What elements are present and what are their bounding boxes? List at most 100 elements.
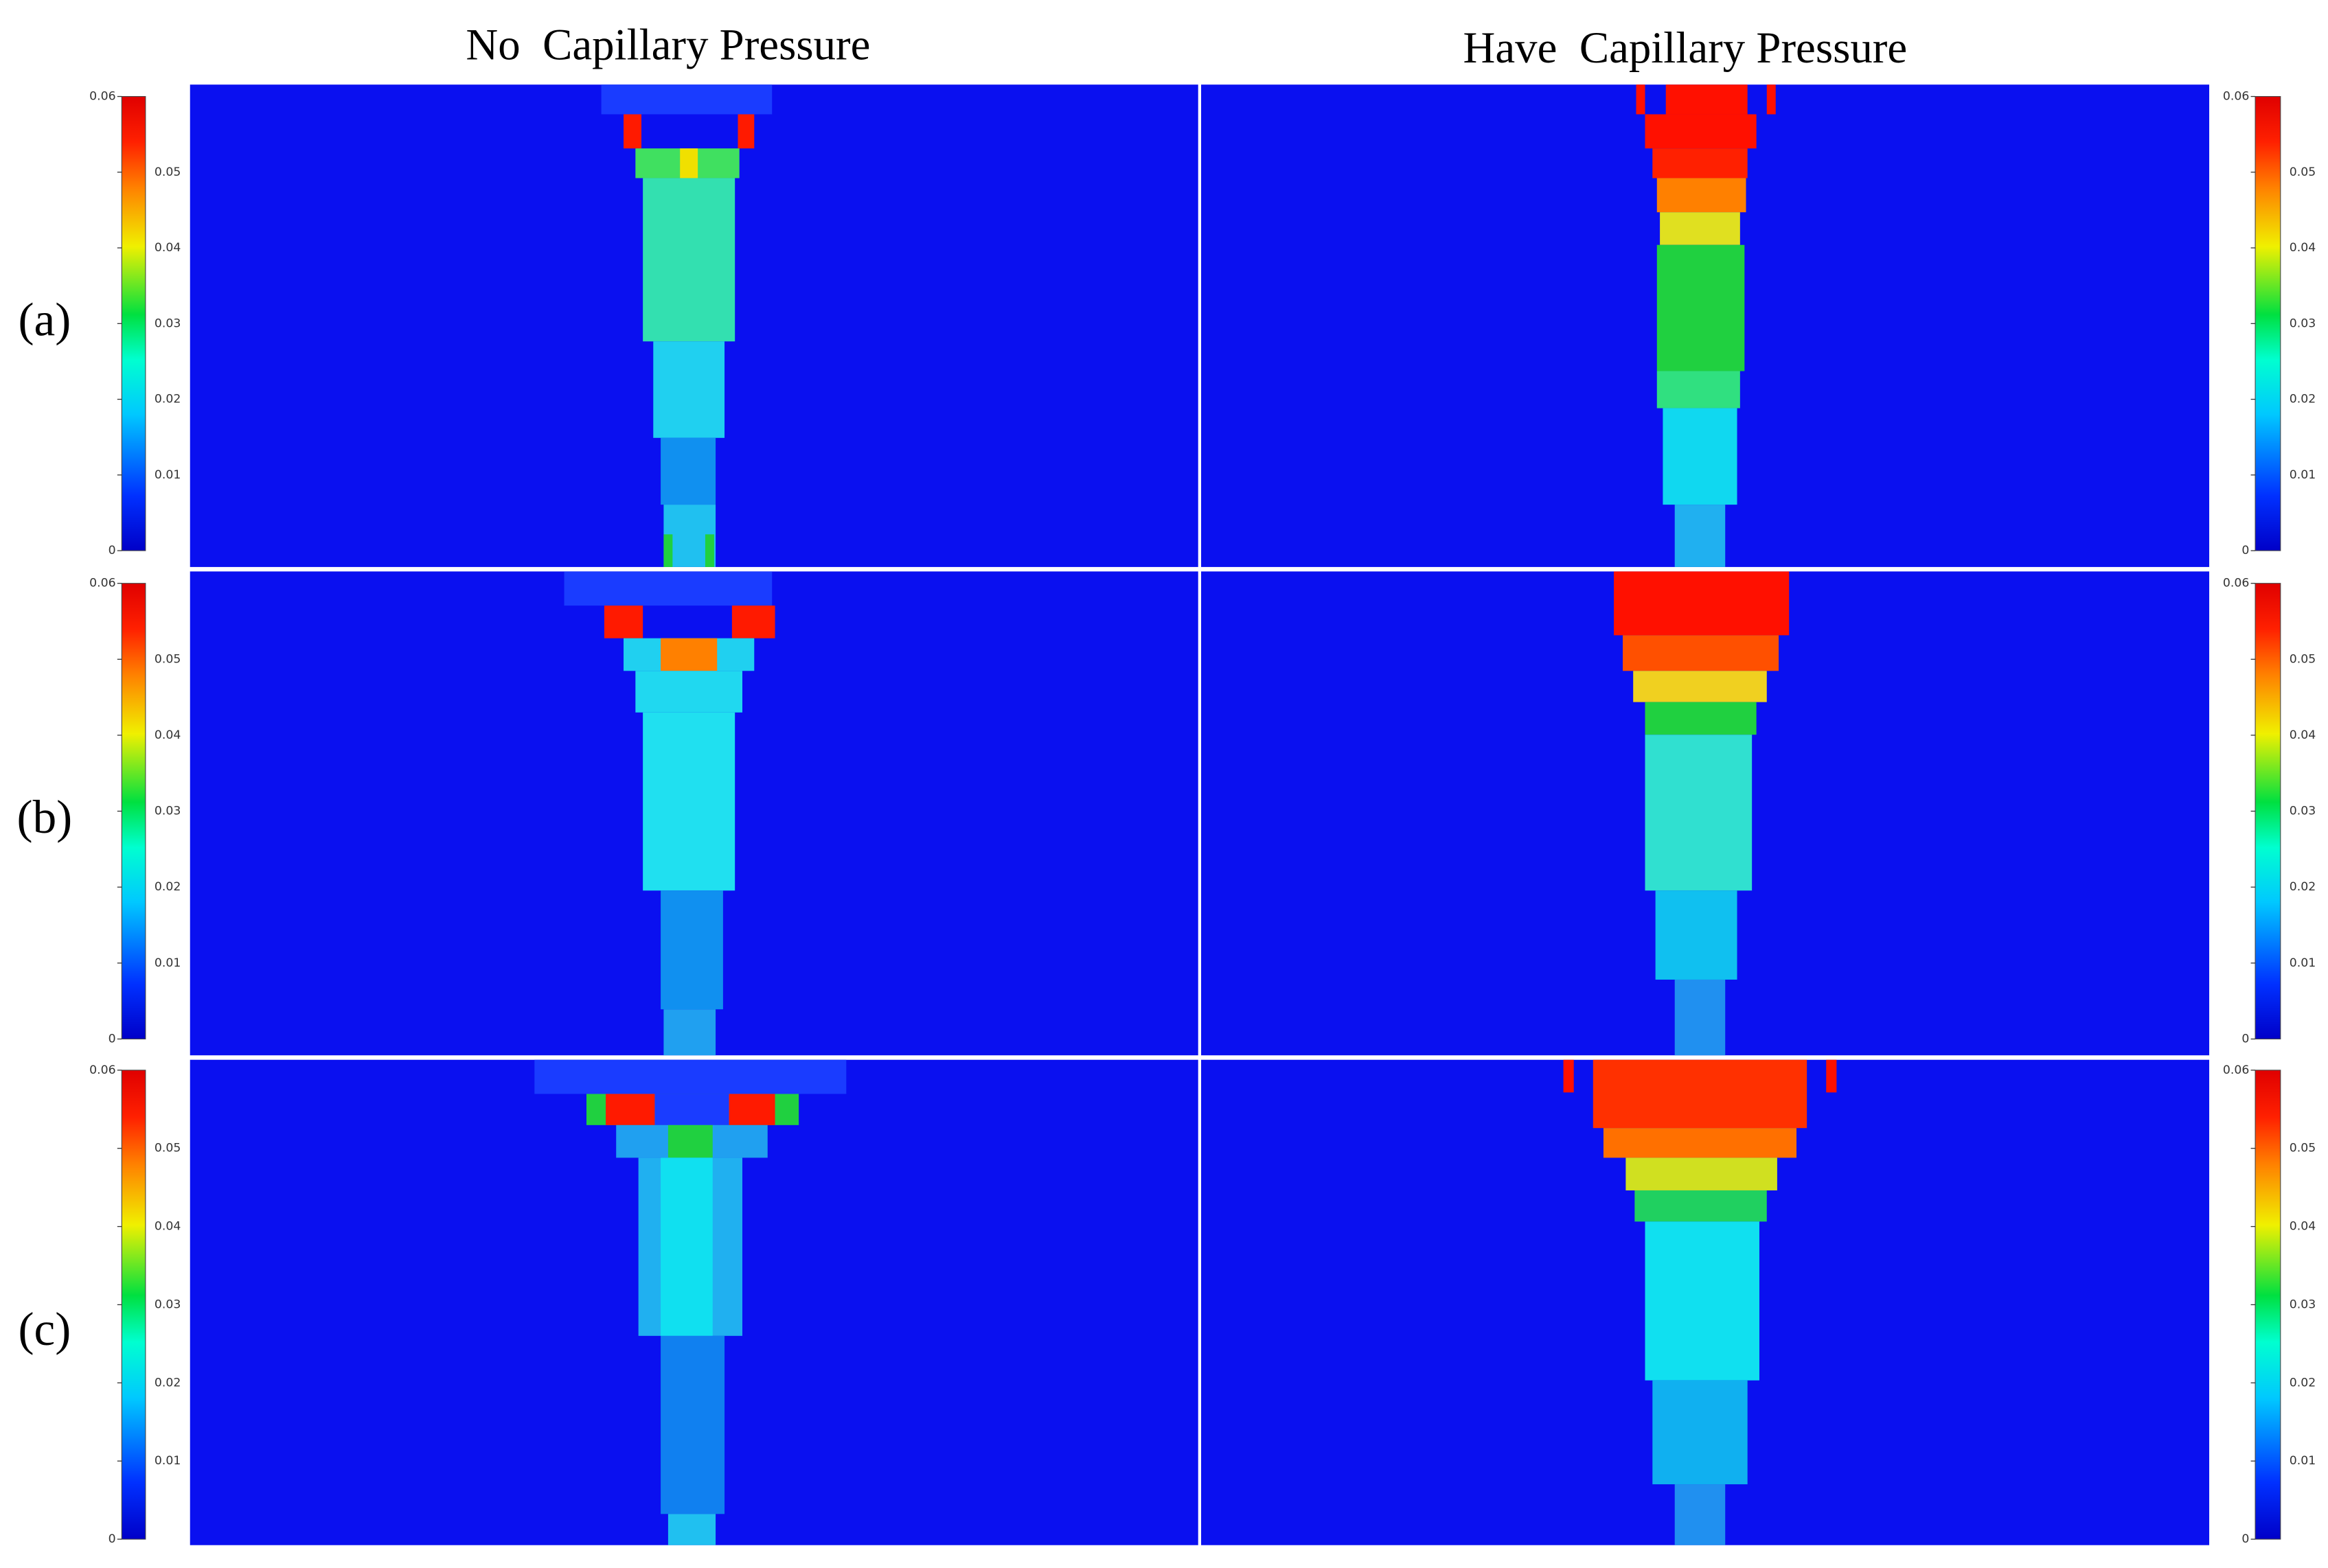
plume-cell bbox=[643, 178, 735, 342]
plume-cell bbox=[1623, 635, 1779, 671]
colorbar-tick-label: 0.05 bbox=[2290, 652, 2316, 666]
plume-cell bbox=[729, 1094, 775, 1125]
plume-cell bbox=[1660, 212, 1740, 245]
plume-cell bbox=[1655, 890, 1737, 980]
plume-cell bbox=[564, 571, 773, 606]
colorbar-tick-label: 0.01 bbox=[2290, 1454, 2316, 1468]
colorbar-tick-label: 0 bbox=[2241, 1032, 2249, 1046]
colorbar-tick-label: 0.02 bbox=[2290, 880, 2316, 894]
plume-cell bbox=[663, 1009, 716, 1056]
colorbar-tick-label: 0.03 bbox=[155, 1298, 181, 1311]
colorbar-tick-label: 0.01 bbox=[2290, 956, 2316, 970]
colorbar-tick-label: 0 bbox=[2241, 544, 2249, 557]
plume-cell bbox=[661, 1335, 725, 1514]
plume-cell bbox=[1645, 702, 1757, 735]
colorbar bbox=[2255, 1070, 2281, 1540]
colorbar-tick-label: 0.04 bbox=[2290, 728, 2316, 742]
plume-cell bbox=[643, 712, 735, 891]
colorbar-tick-label: 0.04 bbox=[2290, 241, 2316, 255]
colorbar-tick-label: 0.02 bbox=[155, 880, 181, 894]
plume-cell bbox=[1625, 1157, 1777, 1190]
colorbar-tick-label: 0.02 bbox=[155, 1376, 181, 1390]
plume-cell bbox=[1634, 1190, 1767, 1222]
column-title: No Capillary Pressure bbox=[466, 20, 870, 69]
plume-cell bbox=[1633, 671, 1767, 702]
colorbar-tick-label: 0.01 bbox=[155, 1454, 181, 1468]
plume-cell bbox=[653, 341, 725, 438]
colorbar-tick-label: 0.03 bbox=[155, 316, 181, 330]
plume-cell bbox=[1674, 505, 1726, 567]
colorbar-tick-label: 0.05 bbox=[155, 165, 181, 179]
colorbar-tick-label: 0.03 bbox=[2290, 1298, 2316, 1311]
colorbar-tick-label: 0.02 bbox=[155, 393, 181, 406]
plume-cell bbox=[1665, 84, 1748, 115]
plume-cell bbox=[1645, 735, 1753, 891]
colorbar-tick-label: 0 bbox=[109, 544, 116, 557]
plume-cell bbox=[663, 534, 673, 567]
colorbar-tick-label: 0.02 bbox=[2290, 1376, 2316, 1390]
plume-cell bbox=[667, 1514, 716, 1545]
colorbar-tick-label: 0.01 bbox=[2290, 468, 2316, 482]
colorbar bbox=[121, 583, 146, 1039]
colorbar bbox=[2255, 583, 2281, 1039]
plume-cell bbox=[1652, 1380, 1748, 1485]
colorbar-tick-label: 0.06 bbox=[89, 90, 115, 104]
plume-cell bbox=[606, 1094, 655, 1125]
colorbar-tick-label: 0.05 bbox=[155, 652, 181, 666]
colorbar bbox=[121, 1070, 146, 1540]
plume-cell bbox=[604, 606, 643, 638]
column-title: Have Capillary Pressure bbox=[1463, 23, 1908, 73]
colorbar-tick-label: 0.01 bbox=[155, 956, 181, 970]
plume-cell bbox=[1645, 1221, 1759, 1381]
colorbar-tick-label: 0 bbox=[109, 1532, 116, 1546]
colorbar-tick-label: 0 bbox=[2241, 1532, 2249, 1546]
colorbar-tick-label: 0.05 bbox=[155, 1142, 181, 1155]
colorbar-tick-label: 0.03 bbox=[2290, 805, 2316, 818]
plume-cell bbox=[661, 638, 718, 671]
colorbar bbox=[2255, 95, 2281, 551]
plume-cell bbox=[1766, 84, 1776, 115]
plume-cell bbox=[1614, 571, 1790, 636]
plume-cell bbox=[1674, 979, 1726, 1056]
plume-cell bbox=[738, 114, 755, 149]
colorbar-tick-label: 0.04 bbox=[2290, 1220, 2316, 1234]
plume-cell bbox=[654, 1094, 729, 1125]
row-label: (c) bbox=[18, 1302, 71, 1355]
plume-cell bbox=[534, 1059, 847, 1094]
colorbar-tick-label: 0.04 bbox=[155, 241, 181, 255]
plume-cell bbox=[1636, 84, 1645, 115]
plume-cell bbox=[1826, 1059, 1837, 1093]
plume-cell bbox=[1656, 371, 1740, 408]
plume-cell bbox=[1563, 1059, 1574, 1093]
row-label: (a) bbox=[18, 293, 71, 346]
plume-cell bbox=[731, 606, 775, 638]
plume-cell bbox=[661, 437, 716, 505]
plume-cell bbox=[1603, 1128, 1797, 1158]
colorbar-tick-label: 0.05 bbox=[2290, 1142, 2316, 1155]
colorbar-tick-label: 0.06 bbox=[2223, 90, 2249, 104]
colorbar-tick-label: 0.05 bbox=[2290, 165, 2316, 179]
colorbar-tick-label: 0.06 bbox=[2223, 1063, 2249, 1077]
plume-cell bbox=[1663, 408, 1737, 505]
colorbar-tick-label: 0.06 bbox=[89, 577, 115, 590]
plume-cell bbox=[1656, 178, 1746, 213]
plume-cell bbox=[1645, 114, 1757, 149]
plume-cell bbox=[635, 671, 742, 713]
colorbar-tick-label: 0.06 bbox=[89, 1063, 115, 1077]
plume-cell bbox=[601, 84, 773, 115]
plume-cell bbox=[667, 1125, 713, 1158]
plume-cell bbox=[661, 890, 723, 1010]
plume-cell bbox=[624, 114, 641, 149]
row-label: (b) bbox=[17, 790, 73, 843]
plume-cell bbox=[1674, 1484, 1726, 1545]
colorbar-tick-label: 0.02 bbox=[2290, 393, 2316, 406]
plume-cell bbox=[705, 534, 714, 567]
colorbar-tick-label: 0 bbox=[109, 1032, 116, 1046]
plume-cell bbox=[1593, 1059, 1807, 1129]
plume-cell bbox=[661, 1157, 713, 1336]
plume-cell bbox=[1652, 148, 1748, 178]
plume-cell bbox=[680, 148, 698, 178]
colorbar-tick-label: 0.04 bbox=[155, 728, 181, 742]
plume-cell bbox=[1656, 244, 1745, 371]
